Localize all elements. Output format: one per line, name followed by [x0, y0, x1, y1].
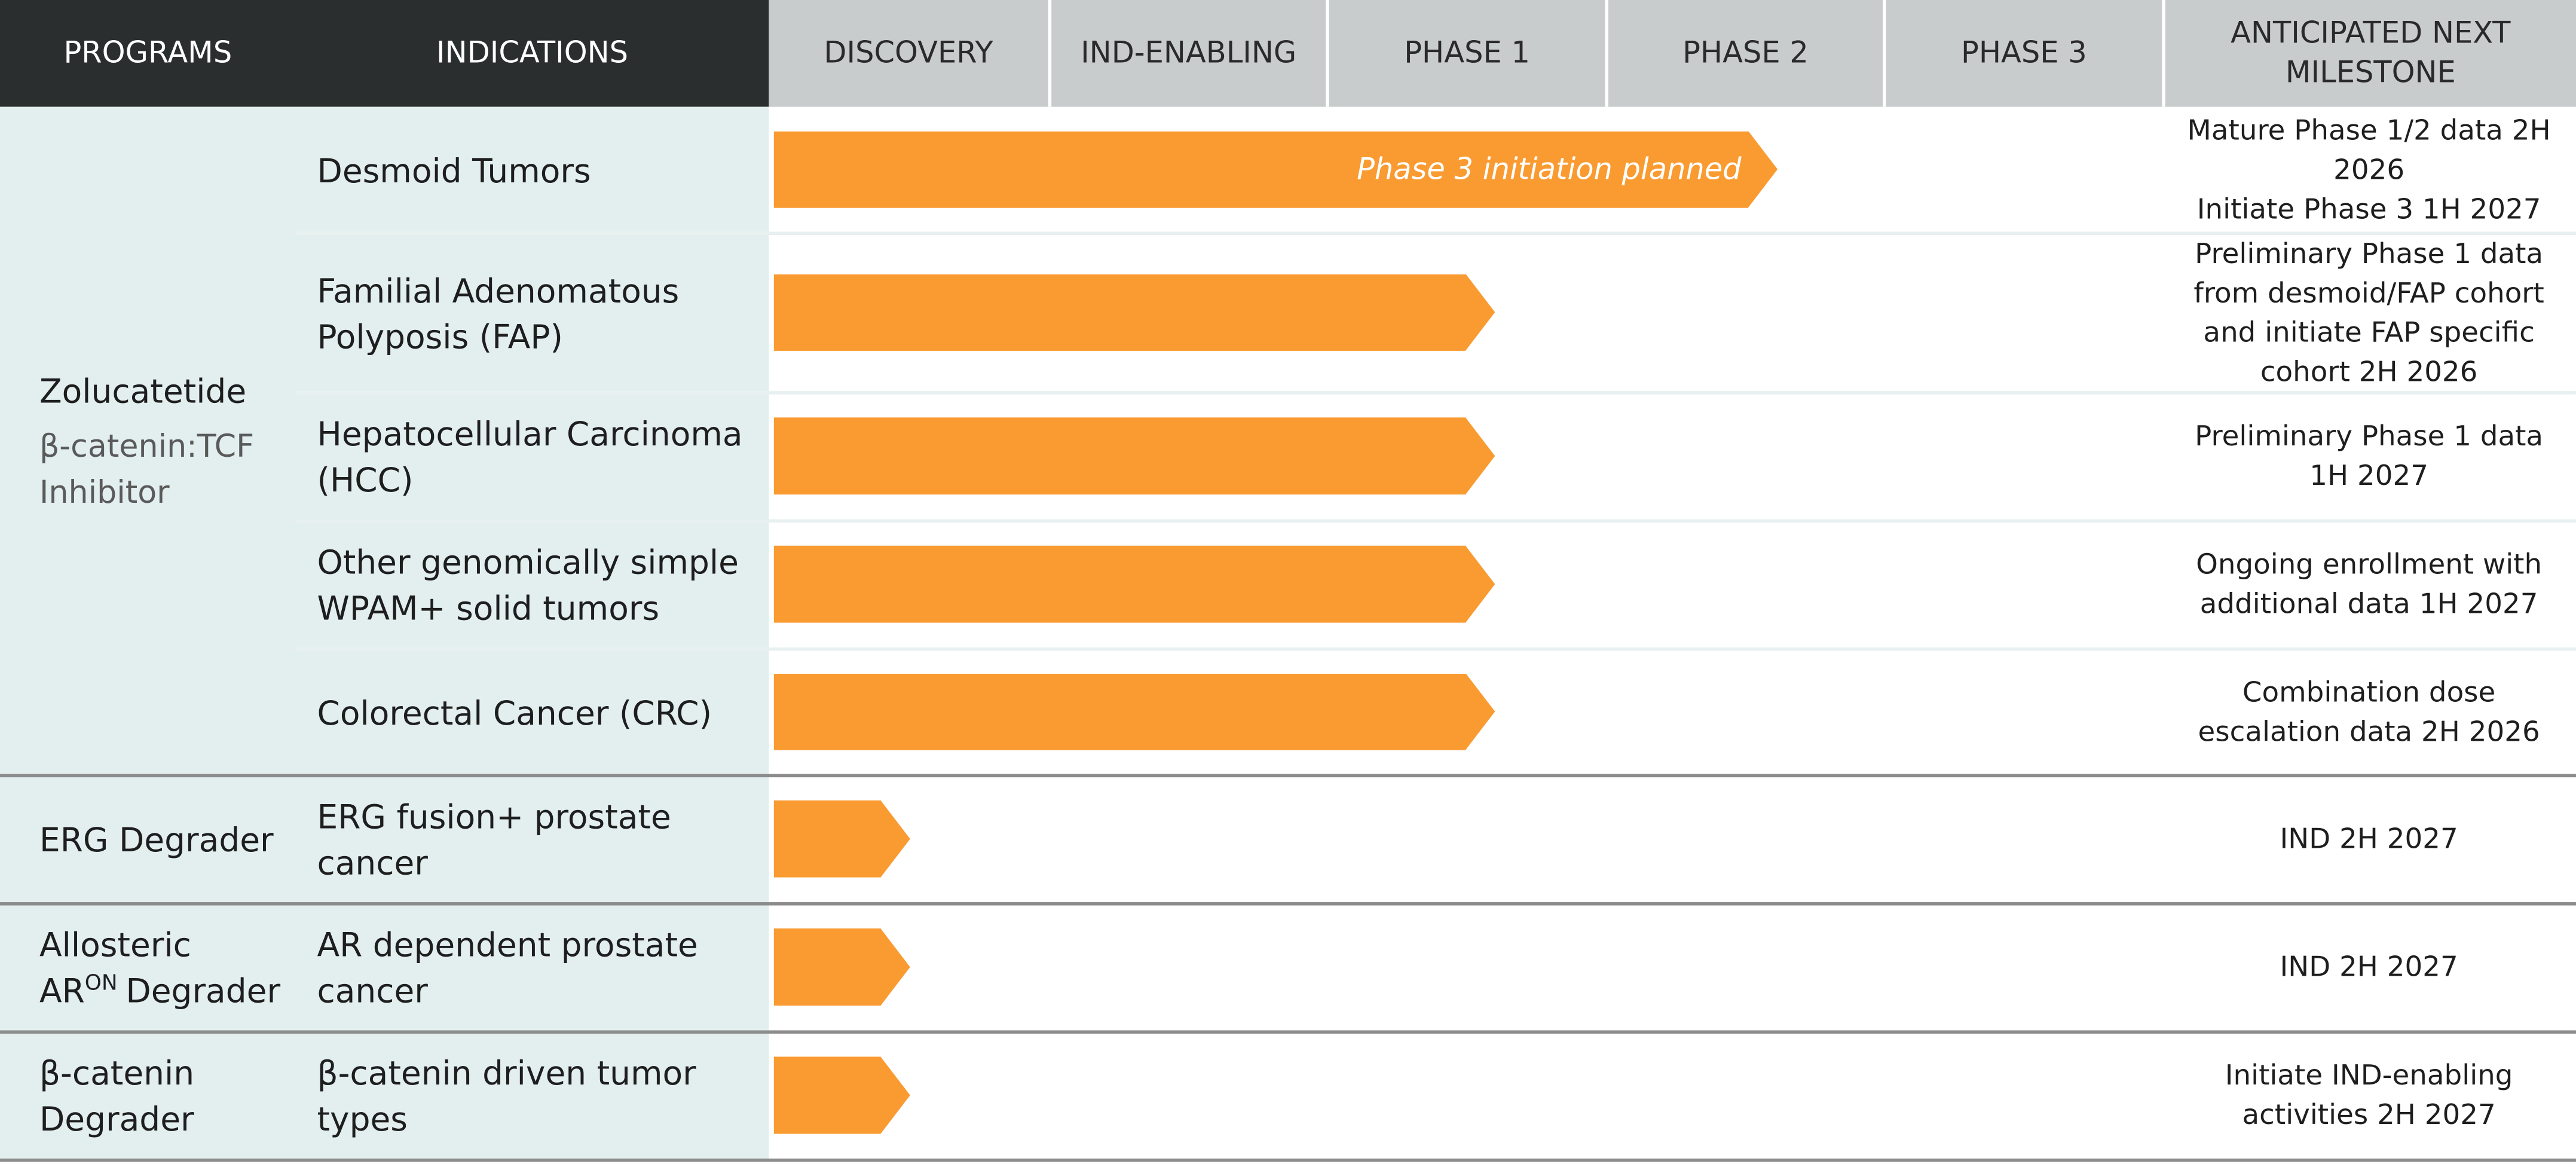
- program-name-after: Degrader: [126, 971, 281, 1011]
- milestone-line: IND 2H 2027: [2280, 951, 2458, 985]
- milestone-line: IND 2H 2027: [2280, 823, 2458, 857]
- header-cell: PROGRAMS: [63, 35, 232, 70]
- progress-bar: [774, 928, 910, 1006]
- program-name-sup: ON: [84, 972, 118, 997]
- progress-bar: [774, 546, 1495, 623]
- milestone: IND 2H 2027: [2162, 904, 2576, 1032]
- milestone: Ongoing enrollment with additional data …: [2162, 521, 2576, 649]
- program: Allosteric ARON Degrader: [0, 904, 296, 1032]
- indication: Familial Adenomatous Polyposis (FAP): [317, 270, 680, 356]
- program-name: Allosteric ARON Degrader: [39, 922, 286, 1014]
- program-subtitle: β-catenin:TCF Inhibitor: [39, 428, 255, 511]
- milestone-line: Ongoing enrollment with additional data …: [2196, 549, 2543, 622]
- milestone-line: Initiate Phase 3 1H 2027: [2196, 193, 2541, 226]
- bar-label: Phase 3 initiation planned: [1357, 152, 1742, 187]
- indication: AR dependent prostate cancer: [317, 925, 698, 1011]
- milestone: Preliminary Phase 1 data 1H 2027: [2162, 393, 2576, 521]
- indication: β-catenin driven tumor types: [317, 1053, 696, 1139]
- header-cell: PHASE 1: [1326, 0, 1605, 107]
- program: β-catenin Degrader: [0, 1032, 296, 1160]
- milestone: Combination dose escalation data 2H 2026: [2162, 649, 2576, 776]
- program-divider: [0, 1030, 2576, 1034]
- program-name-text: Zolucatetide: [39, 370, 247, 410]
- header-cell: DISCOVERY: [824, 35, 993, 70]
- header-light: [769, 0, 2576, 107]
- left-panel: [0, 106, 769, 1160]
- program-name: ERG Degrader: [39, 817, 286, 863]
- milestone-line: Mature Phase 1/2 data 2H 2026: [2187, 114, 2551, 187]
- program-divider: [0, 902, 2576, 906]
- row-divider: [295, 231, 2576, 236]
- header-cell: ANTICIPATED NEXT MILESTONE: [2162, 0, 2576, 107]
- progress-bar: [774, 1056, 910, 1134]
- program: Zolucatetide β-catenin:TCF Inhibitor: [0, 107, 296, 776]
- row-divider: [295, 647, 2576, 651]
- program-name: Zolucatetide: [39, 367, 286, 413]
- header-cell: INDICATIONS: [436, 35, 629, 70]
- milestone-line: Combination dose escalation data 2H 2026: [2198, 676, 2540, 749]
- milestone-line: Initiate IND-enabling activities 2H 2027: [2225, 1059, 2513, 1132]
- program-divider: [0, 774, 2576, 778]
- header-dark: [0, 0, 769, 107]
- program: ERG Degrader: [0, 775, 296, 903]
- progress-bar: [774, 417, 1495, 494]
- milestone-line: Preliminary Phase 1 data from desmoid/FA…: [2193, 237, 2544, 389]
- milestone: Preliminary Phase 1 data from desmoid/FA…: [2162, 233, 2576, 393]
- progress-bar: [774, 673, 1495, 750]
- program-name-text: β-catenin Degrader: [39, 1053, 195, 1139]
- header-cell: PHASE 3: [1883, 0, 2162, 107]
- milestone: IND 2H 2027: [2162, 775, 2576, 903]
- indication: Desmoid Tumors: [317, 150, 591, 190]
- header-cell: IND-ENABLING: [1048, 0, 1326, 107]
- program-name-text: Allosteric AR: [39, 925, 191, 1011]
- indication: Hepatocellular Carcinoma (HCC): [317, 414, 743, 500]
- indication: Colorectal Cancer (CRC): [317, 692, 712, 732]
- milestone-line: Preliminary Phase 1 data 1H 2027: [2195, 420, 2544, 493]
- indication: Other genomically simple WPAM+ solid tum…: [317, 542, 739, 628]
- progress-bar: [774, 274, 1495, 351]
- row-divider: [295, 519, 2576, 523]
- milestone: Initiate IND-enabling activities 2H 2027: [2162, 1032, 2576, 1160]
- program-name: β-catenin Degrader: [39, 1050, 286, 1142]
- row-divider: [295, 391, 2576, 395]
- program-divider: [0, 1158, 2576, 1162]
- indication: ERG fusion+ prostate cancer: [317, 797, 671, 883]
- milestone: Mature Phase 1/2 data 2H 2026 Initiate Ph…: [2162, 107, 2576, 234]
- header-cell: PHASE 2: [1605, 0, 1883, 107]
- progress-bar: [774, 801, 910, 878]
- progress-bar: Phase 3 initiation planned: [774, 131, 1777, 208]
- program-name-text: ERG Degrader: [39, 820, 274, 860]
